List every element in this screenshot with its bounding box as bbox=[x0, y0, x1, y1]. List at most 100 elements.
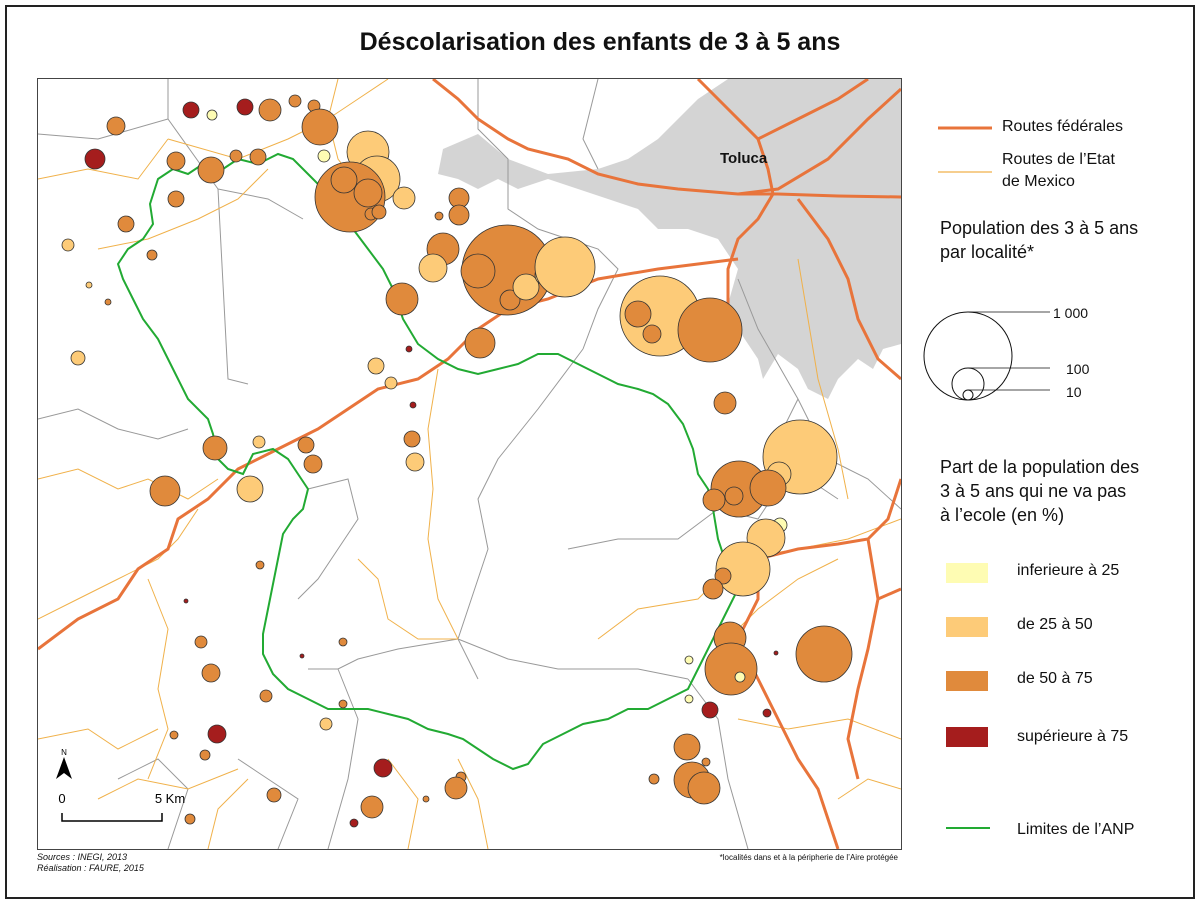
map-title: Déscolarisation des enfants de 3 à 5 ans bbox=[359, 28, 841, 56]
legend-swatch-lt25 bbox=[946, 563, 988, 583]
locality-circle bbox=[392, 186, 416, 210]
anp-boundary bbox=[116, 152, 740, 771]
locality-circle bbox=[353, 178, 383, 208]
state-roads bbox=[38, 79, 901, 849]
locality-circle bbox=[288, 94, 302, 108]
north-label: N bbox=[61, 748, 67, 757]
federal-road bbox=[777, 192, 901, 199]
locality-circle bbox=[371, 204, 387, 220]
state-road bbox=[427, 368, 459, 640]
federal-road bbox=[726, 193, 775, 309]
municipal-border bbox=[687, 678, 749, 849]
legend-size-100: 100 bbox=[1066, 361, 1090, 377]
locality-circle bbox=[317, 149, 331, 163]
legend-road-symbols bbox=[938, 126, 992, 173]
locality-circle bbox=[684, 655, 694, 665]
scale-start: 0 bbox=[58, 791, 65, 806]
locality-circle bbox=[299, 653, 305, 659]
locality-circle bbox=[166, 151, 186, 171]
locality-circle bbox=[704, 642, 758, 696]
north-arrow: N bbox=[56, 748, 72, 779]
legend-class-lt25: inferieure à 25 bbox=[1017, 562, 1120, 579]
state-road bbox=[457, 758, 489, 849]
locality-circle bbox=[534, 236, 596, 298]
locality-circle bbox=[684, 694, 694, 704]
legend-population-title-2: par localité* bbox=[940, 242, 1035, 262]
north-arrow-icon bbox=[56, 757, 72, 779]
legend-class-50-75: de 50 à 75 bbox=[1017, 670, 1093, 687]
locality-circle bbox=[236, 475, 264, 503]
legend-share-title-2: 3 à 5 ans qui ne va pas bbox=[940, 481, 1127, 501]
locality-circle bbox=[252, 435, 266, 449]
legend-size-10: 10 bbox=[1066, 384, 1082, 400]
state-road bbox=[38, 508, 199, 620]
urban-areas bbox=[438, 79, 901, 399]
locality-circle bbox=[146, 249, 158, 261]
scale-bar: 0 5 Km bbox=[58, 791, 185, 822]
locality-circle bbox=[303, 454, 323, 474]
municipal-borders bbox=[38, 79, 901, 849]
locality-circle bbox=[84, 148, 106, 170]
federal-road bbox=[796, 198, 901, 381]
municipal-border bbox=[582, 79, 599, 170]
federal-road bbox=[877, 587, 901, 601]
locality-circle bbox=[197, 156, 225, 184]
locality-circle bbox=[624, 300, 652, 328]
locality-circle bbox=[184, 813, 196, 825]
locality-circle bbox=[762, 708, 772, 718]
state-road bbox=[797, 258, 849, 500]
locality-circle bbox=[201, 663, 221, 683]
locality-circle bbox=[464, 327, 496, 359]
locality-circle bbox=[434, 211, 444, 221]
legend-population-title-1: Population des 3 à 5 ans bbox=[940, 218, 1139, 238]
city-label-toluca: Toluca bbox=[720, 150, 768, 167]
locality-circle bbox=[701, 757, 711, 767]
locality-circle bbox=[385, 282, 419, 316]
urban-area-south-toluca bbox=[743, 279, 838, 344]
locality-circle bbox=[338, 699, 348, 709]
state-road bbox=[38, 728, 159, 750]
locality-circle bbox=[255, 560, 265, 570]
locality-circle bbox=[258, 98, 282, 122]
state-road bbox=[727, 558, 839, 640]
federal-road bbox=[757, 79, 869, 141]
municipal-border bbox=[38, 79, 169, 140]
footnote: *localités dans et à la péripherie de l’… bbox=[719, 853, 898, 862]
locality-circle bbox=[167, 190, 185, 208]
locality-circle bbox=[194, 635, 208, 649]
federal-road bbox=[757, 478, 901, 561]
locality-circles bbox=[61, 94, 853, 828]
federal-roads bbox=[38, 79, 901, 849]
locality-circle bbox=[297, 436, 315, 454]
state-road bbox=[38, 468, 219, 500]
state-road bbox=[97, 768, 239, 800]
locality-circle bbox=[206, 109, 218, 121]
locality-circle bbox=[301, 108, 339, 146]
municipal-border bbox=[38, 408, 189, 440]
locality-circle bbox=[460, 253, 496, 289]
municipal-border bbox=[308, 638, 459, 670]
locality-circle bbox=[338, 637, 348, 647]
locality-circle bbox=[349, 818, 359, 828]
locality-circle bbox=[85, 281, 93, 289]
locality-circle bbox=[367, 357, 385, 375]
municipal-border bbox=[167, 118, 249, 385]
locality-circle bbox=[648, 773, 660, 785]
legend-share-title-1: Part de la population des bbox=[940, 457, 1140, 477]
map-area: Toluca N 0 5 Km bbox=[37, 78, 902, 850]
legend-state-roads-1: Routes de l’Etat bbox=[1002, 151, 1115, 168]
locality-circle bbox=[373, 758, 393, 778]
federal-road bbox=[846, 538, 880, 780]
locality-circle bbox=[384, 376, 398, 390]
legend-anp-limits: Limites de l’ANP bbox=[1017, 821, 1135, 838]
legend-swatch-25-50 bbox=[946, 617, 988, 637]
locality-circle bbox=[360, 795, 384, 819]
locality-circle bbox=[403, 430, 421, 448]
locality-circle bbox=[70, 350, 86, 366]
municipal-border bbox=[217, 188, 304, 220]
locality-circle bbox=[229, 149, 243, 163]
locality-circle bbox=[199, 749, 211, 761]
legend-share-title-3: à l’ecole (en %) bbox=[940, 505, 1065, 525]
state-road bbox=[97, 168, 269, 250]
locality-circle bbox=[330, 166, 358, 194]
